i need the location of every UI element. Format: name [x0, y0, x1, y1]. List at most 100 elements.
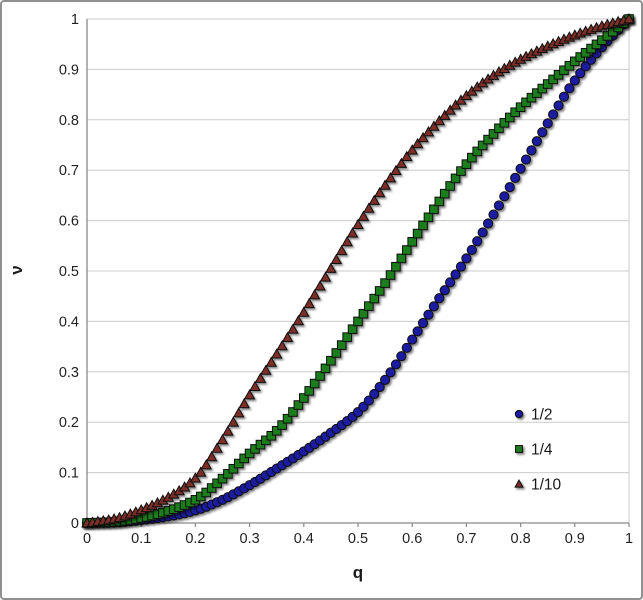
marker-square	[396, 253, 407, 264]
marker-square	[320, 363, 331, 374]
marker-triangle	[319, 271, 332, 282]
marker-triangle	[384, 171, 397, 183]
marker-triangle	[325, 262, 337, 273]
marker-triangle	[249, 380, 261, 391]
marker-square	[456, 166, 466, 176]
marker-circle	[510, 172, 521, 183]
x-tick-label: 0.9	[565, 531, 585, 547]
marker-triangle	[189, 472, 202, 483]
marker-triangle	[390, 164, 402, 176]
marker-square	[299, 393, 309, 403]
marker-triangle	[330, 253, 343, 265]
legend-item-1-2: 1/2	[514, 407, 553, 424]
marker-circle	[531, 136, 542, 147]
marker-circle	[374, 381, 385, 393]
marker-circle	[385, 367, 396, 378]
marker-triangle	[227, 416, 240, 427]
marker-triangle	[623, 13, 635, 24]
marker-triangle	[222, 425, 234, 436]
marker-square	[461, 159, 472, 169]
marker-circle	[493, 200, 505, 211]
marker-square	[369, 293, 380, 304]
marker-square	[445, 181, 455, 191]
x-tick-label: 0.2	[185, 531, 205, 547]
marker-circle	[514, 409, 524, 419]
marker-triangle	[373, 186, 386, 198]
marker-triangle	[363, 202, 375, 213]
marker-circle	[526, 145, 537, 156]
y-tick-label: 1	[71, 12, 79, 28]
marker-triangle	[265, 356, 278, 367]
marker-circle	[472, 236, 483, 247]
marker-square	[494, 123, 504, 134]
marker-square	[358, 308, 369, 319]
legend-item-1-10: 1/10	[514, 477, 562, 494]
marker-triangle	[514, 479, 524, 488]
marker-square	[412, 228, 423, 239]
y-tick-label: 0	[71, 516, 79, 532]
marker-triangle	[433, 114, 446, 126]
marker-circle	[548, 109, 559, 120]
marker-triangle	[406, 144, 418, 155]
marker-square	[364, 301, 374, 311]
legend-label: 1/10	[531, 477, 562, 494]
x-tick-label: 0.3	[240, 531, 260, 547]
marker-triangle	[401, 150, 413, 162]
marker-square	[472, 146, 483, 157]
marker-square	[477, 140, 488, 151]
marker-square	[233, 458, 244, 469]
x-tick-label: 0.1	[131, 531, 151, 547]
marker-triangle	[243, 389, 256, 400]
y-tick-label: 0.7	[59, 163, 79, 179]
marker-triangle	[379, 179, 391, 190]
marker-circle	[380, 374, 391, 385]
marker-circle	[569, 75, 580, 86]
marker-square	[504, 112, 515, 123]
x-tick-label: 1	[625, 531, 633, 547]
marker-square	[499, 118, 510, 128]
marker-square	[434, 196, 445, 207]
marker-triangle	[428, 120, 440, 131]
legend: 1/2 1/4 1/10	[514, 407, 562, 494]
x-tick-label: 0.8	[511, 531, 531, 547]
marker-circle	[553, 100, 564, 111]
marker-triangle	[254, 372, 267, 383]
x-axis-title: q	[352, 563, 364, 582]
marker-circle	[369, 388, 380, 400]
marker-circle	[488, 209, 499, 220]
marker-square	[228, 463, 239, 474]
marker-circle	[461, 253, 472, 264]
marker-circle	[580, 61, 591, 72]
marker-circle	[450, 269, 461, 280]
marker-square	[488, 129, 499, 139]
y-tick-label: 0.1	[59, 466, 79, 482]
legend-label: 1/2	[531, 407, 553, 424]
marker-triangle	[270, 348, 283, 359]
marker-circle	[396, 351, 407, 362]
marker-circle	[445, 277, 456, 288]
marker-circle	[423, 309, 434, 320]
marker-triangle	[303, 297, 315, 309]
marker-square	[277, 420, 287, 430]
marker-square	[326, 355, 336, 366]
marker-square	[304, 386, 315, 396]
marker-triangle	[205, 450, 218, 462]
marker-triangle	[335, 244, 348, 256]
marker-circle	[466, 244, 477, 256]
marker-square	[429, 204, 439, 215]
marker-square	[288, 407, 298, 417]
marker-square	[423, 212, 434, 223]
marker-circle	[417, 317, 429, 329]
marker-triangle	[216, 433, 229, 445]
marker-circle	[482, 218, 494, 229]
marker-circle	[542, 118, 553, 129]
marker-square	[331, 348, 342, 358]
marker-circle	[412, 326, 423, 337]
marker-triangle	[287, 323, 299, 334]
x-tick-label: 0.4	[294, 531, 314, 547]
marker-circle	[558, 91, 570, 102]
marker-triangle	[444, 104, 456, 115]
marker-triangle	[276, 339, 288, 351]
marker-triangle	[233, 407, 245, 418]
